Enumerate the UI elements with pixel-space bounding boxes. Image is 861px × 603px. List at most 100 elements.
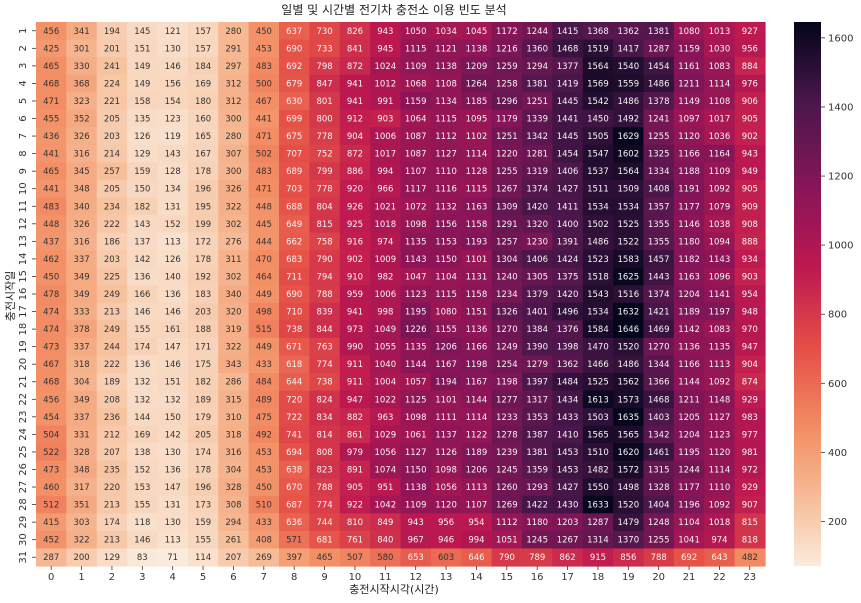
heatmap-cell [491,390,523,409]
cell-value-label: 1098 [405,220,427,230]
cell-value-label: 1034 [435,27,457,37]
heatmap-cell [187,232,219,251]
heatmap-cell [522,530,553,550]
heatmap-cell [309,162,341,181]
cell-value-label: 1109 [405,62,427,72]
heatmap-cell [127,285,159,304]
cell-value-label: 161 [165,325,181,335]
cell-value-label: 1163 [678,272,700,282]
heatmap-cell [673,302,705,321]
heatmap-cell [309,513,341,532]
x-tick-label: 9 [321,572,327,583]
cell-value-label: 454 [43,413,59,423]
cell-value-label: 1401 [526,308,548,318]
cell-value-label: 220 [104,483,120,493]
cell-value-label: 990 [347,343,363,353]
heatmap-cell [309,109,341,128]
cell-value-label: 1045 [466,27,488,37]
cell-value-label: 174 [195,448,211,458]
heatmap-cell [157,109,189,128]
heatmap-cell [704,162,736,181]
cell-value-label: 905 [347,483,363,493]
cell-value-label: 1127 [709,413,731,423]
cell-value-label: 1550 [587,483,609,493]
heatmap-cell [734,179,766,199]
cell-value-label: 847 [316,79,332,89]
heatmap-cell [491,267,523,286]
x-tick-label: 11 [379,572,392,583]
heatmap-cell [248,250,280,269]
heatmap-cell [522,162,553,181]
heatmap-cell [643,109,675,128]
heatmap-cell [734,530,766,550]
cell-value-label: 801 [316,97,332,107]
cell-value-label: 349 [73,272,89,282]
cell-value-label: 1441 [557,115,579,125]
heatmap-cell [66,74,98,93]
heatmap-cell [673,355,705,374]
cell-value-label: 484 [256,378,272,388]
cell-value-label: 142 [134,255,150,265]
heatmap-cell [461,57,493,76]
cell-value-label: 304 [225,465,241,475]
cell-value-label: 130 [165,448,181,458]
heatmap-cell [127,22,159,41]
heatmap-cell [461,425,493,444]
heatmap-cell [704,74,736,93]
heatmap-cell [491,39,523,58]
heatmap-cell [552,302,584,321]
cell-value-label: 269 [256,553,272,563]
heatmap-cell [187,355,219,374]
heatmap-cell [522,109,553,128]
heatmap-cell [218,162,250,181]
cell-value-label: 981 [742,448,758,458]
heatmap-cell [643,92,675,111]
cell-value-label: 433 [256,518,272,528]
heatmap-cell [582,285,614,304]
heatmap-cell [400,250,432,269]
heatmap-cell [673,337,705,357]
heatmap-cell [127,92,159,111]
cell-value-label: 1166 [678,150,700,160]
cell-value-label: 312 [225,79,241,89]
cell-value-label: 1633 [587,501,609,511]
cell-value-label: 1344 [648,360,670,370]
cell-value-label: 1146 [678,220,700,230]
cell-value-label: 352 [73,115,89,125]
cell-value-label: 1342 [526,132,548,142]
cell-value-label: 998 [377,308,393,318]
heatmap-cell [127,267,159,286]
cell-value-label: 126 [165,255,181,265]
heatmap-cell [704,127,736,146]
heatmap-cell [127,513,159,532]
cell-value-label: 132 [134,395,150,405]
heatmap-cell [734,372,766,392]
heatmap-cell [704,408,736,427]
colorbar-tick-label: 1600 [828,33,853,44]
heatmap-cell [582,302,614,321]
heatmap-cell [279,179,310,199]
cell-value-label: 902 [347,255,363,265]
heatmap-cell [430,250,462,269]
cell-value-label: 465 [43,167,59,177]
cell-value-label: 956 [742,44,758,54]
cell-value-label: 1296 [496,97,518,107]
cell-value-label: 167 [195,150,211,160]
heatmap-cell [157,285,189,304]
cell-value-label: 328 [73,448,89,458]
cell-value-label: 1151 [466,308,488,318]
cell-value-label: 322 [225,343,241,353]
heatmap-cell [582,372,614,392]
cell-value-label: 1087 [405,132,427,142]
heatmap-cell [248,408,280,427]
heatmap-cell [218,320,250,339]
cell-value-label: 326 [73,132,89,142]
heatmap-cell [522,513,553,532]
heatmap-cell [127,548,159,567]
cell-value-label: 1635 [617,413,639,423]
cell-value-label: 1042 [374,501,396,511]
cell-value-label: 1135 [405,237,427,247]
heatmap-cell [66,57,98,76]
heatmap-cell [461,355,493,374]
cell-value-label: 331 [73,430,89,440]
